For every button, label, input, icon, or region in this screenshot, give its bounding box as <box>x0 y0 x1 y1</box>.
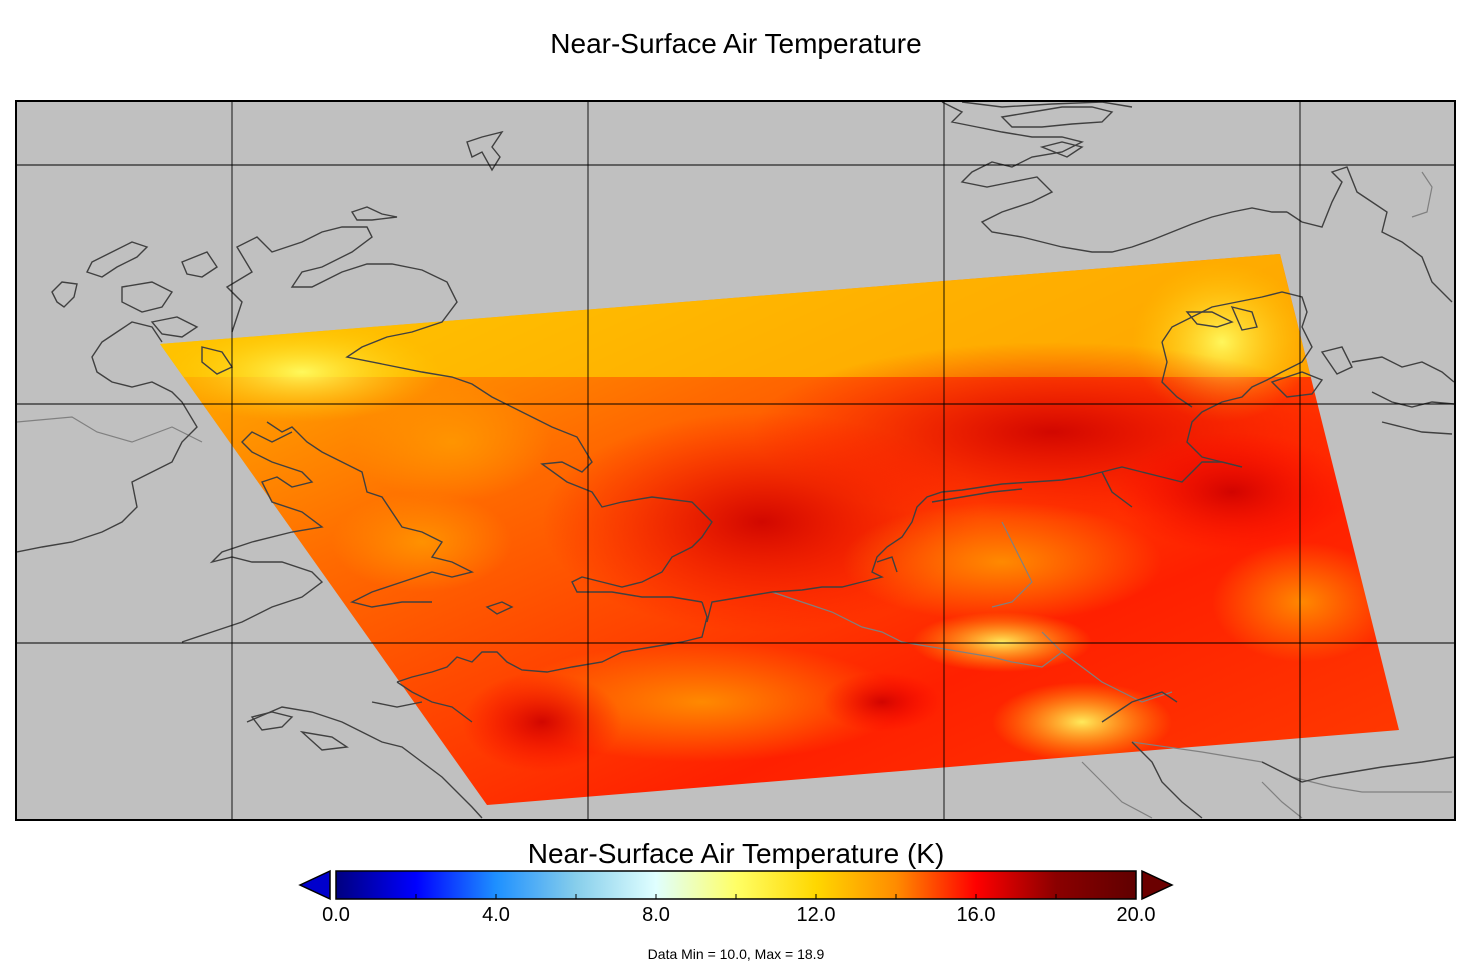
colorbar-tick-label: 20.0 <box>1116 904 1156 926</box>
country-borders <box>17 171 1452 819</box>
map-canvas <box>17 102 1454 819</box>
data-stats: Data Min = 10.0, Max = 18.9 <box>647 946 825 962</box>
colorbar-tick-label: 12.0 <box>796 904 836 926</box>
colorbar-tick-label: 8.0 <box>642 904 670 926</box>
coastlines <box>17 102 1454 819</box>
graticule <box>17 102 1454 819</box>
page-title: Near-Surface Air Temperature <box>550 28 922 59</box>
colorbar <box>298 869 1174 901</box>
data-swath <box>160 254 1399 805</box>
map-frame <box>15 100 1456 821</box>
colorbar-over-arrow <box>1141 869 1174 901</box>
colorbar-under-arrow <box>298 869 331 901</box>
colorbar-title: Near-Surface Air Temperature (K) <box>527 838 945 869</box>
colorbar-tick-label: 16.0 <box>956 904 996 926</box>
colorbar-tick-label: 0.0 <box>322 904 350 926</box>
colorbar-ticks <box>335 894 1137 899</box>
colorbar-tick-label: 4.0 <box>482 904 510 926</box>
